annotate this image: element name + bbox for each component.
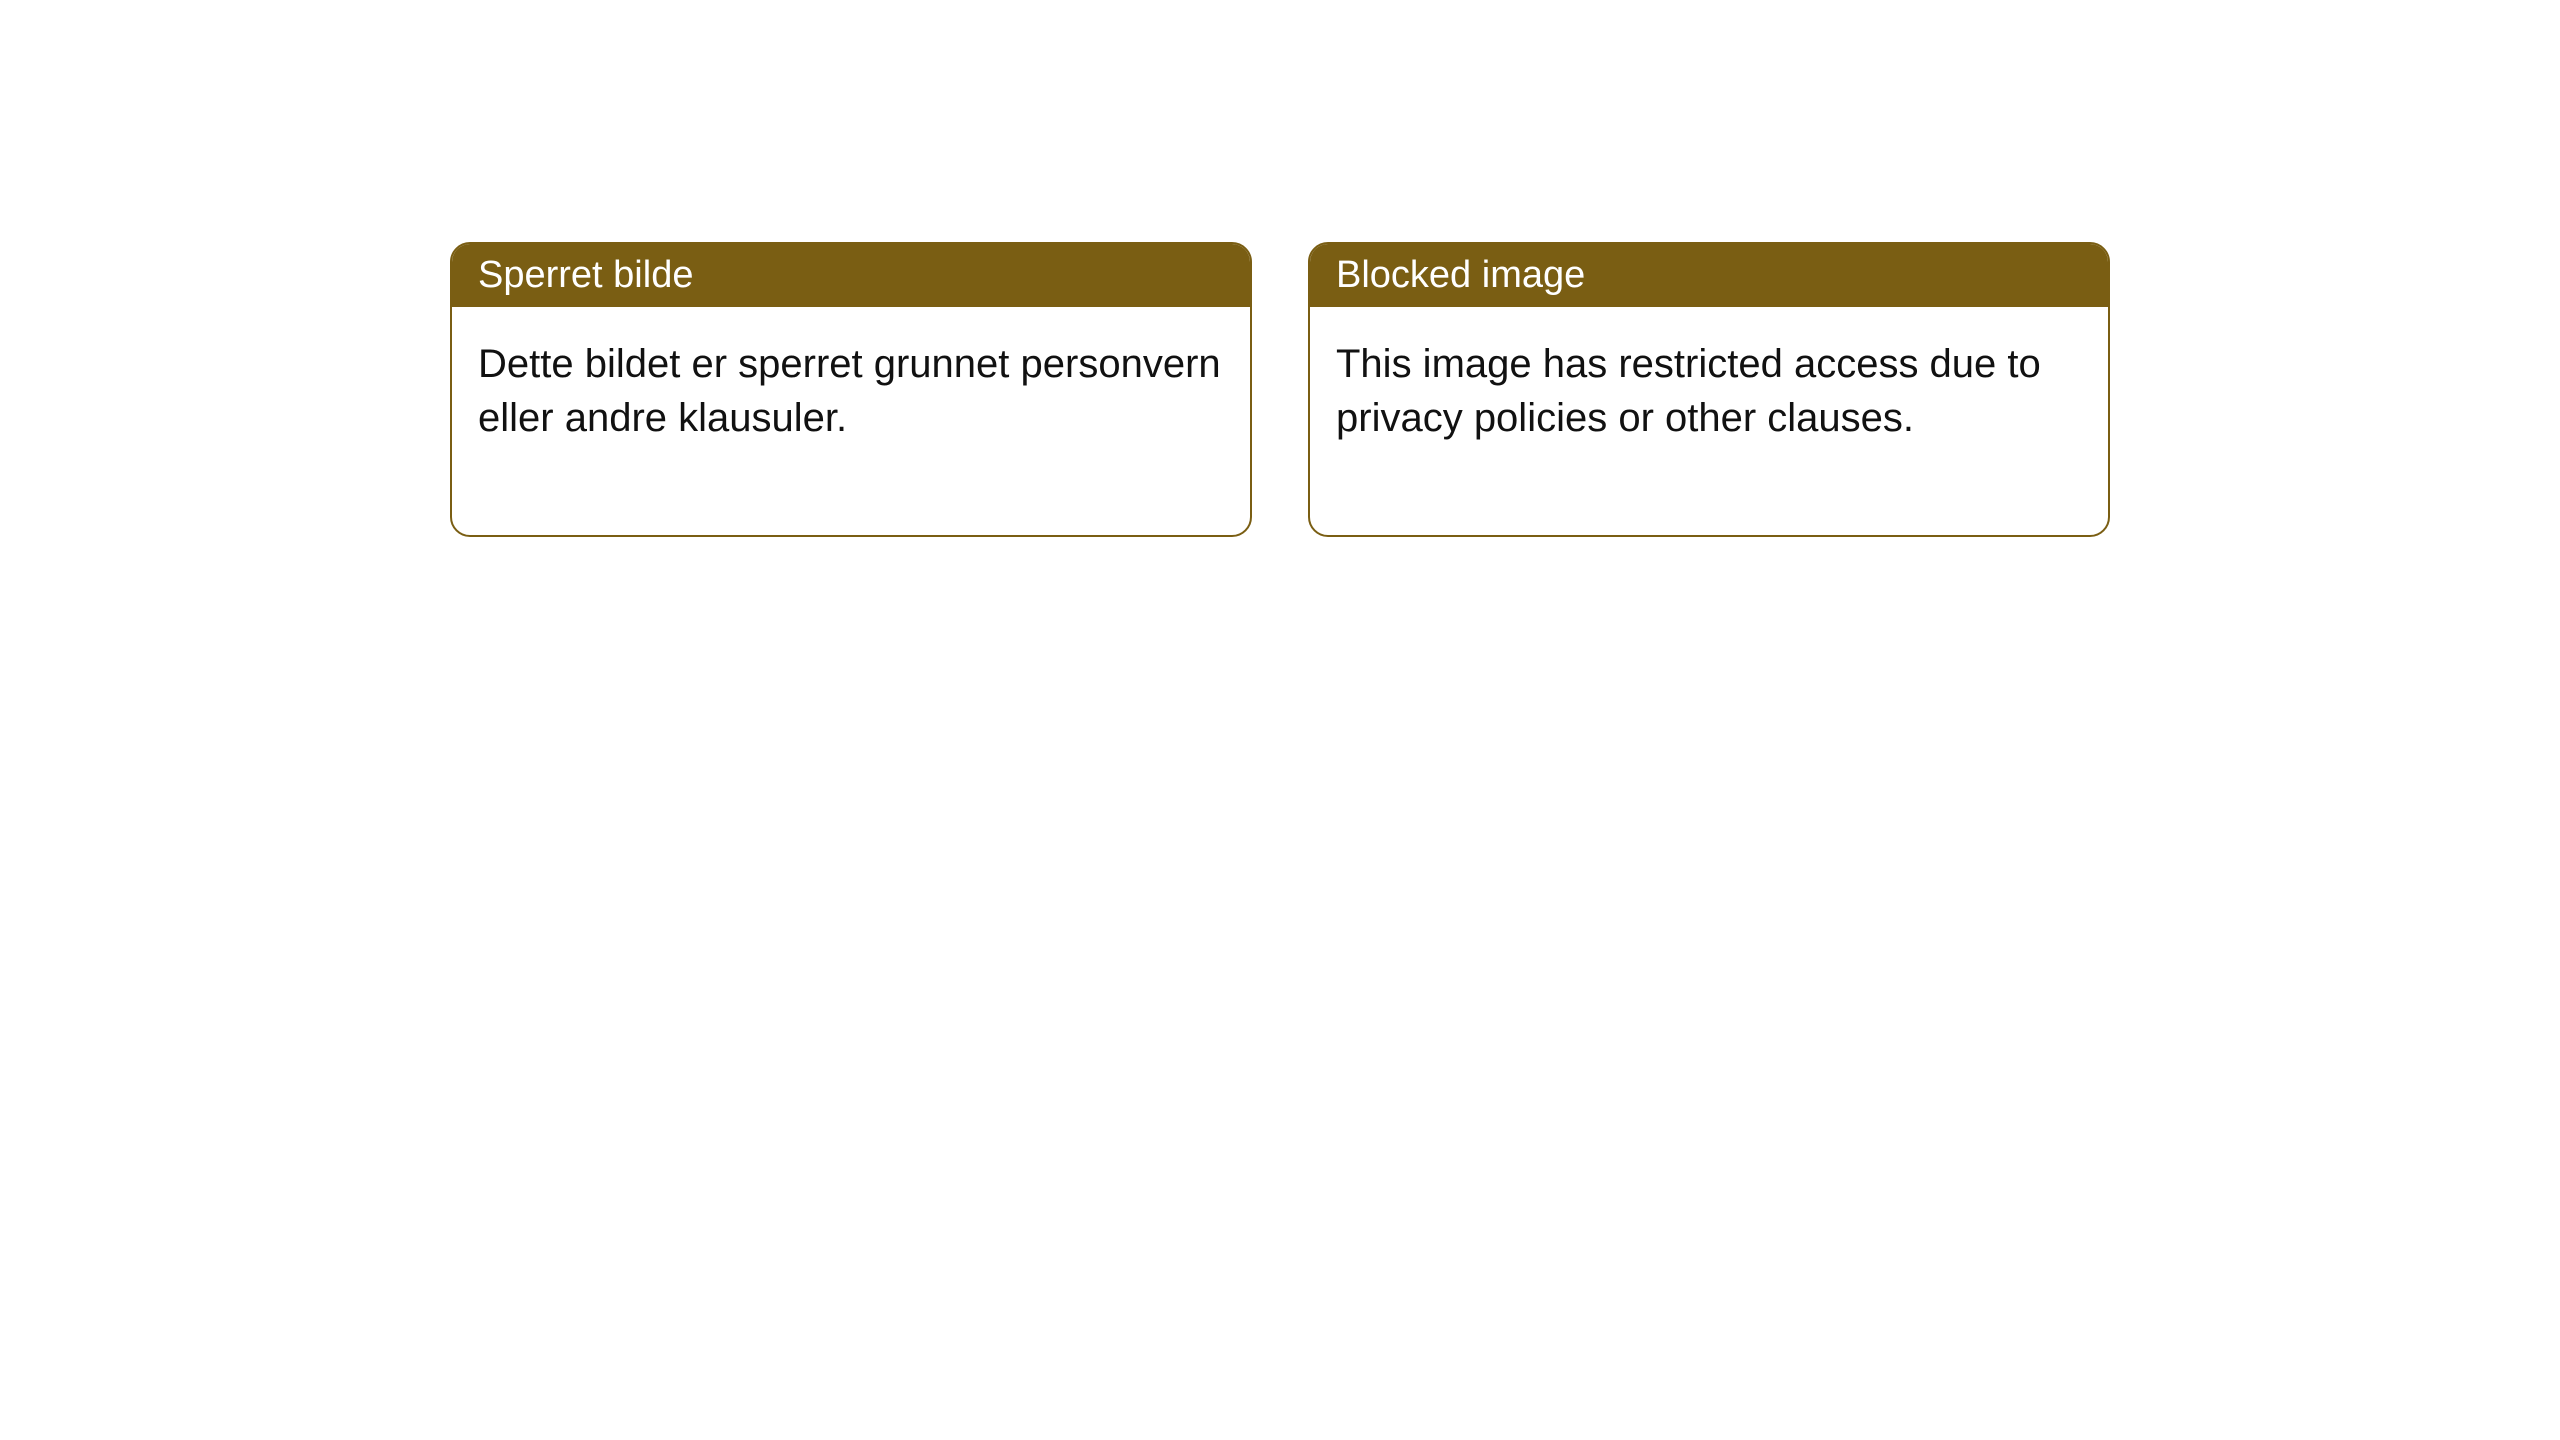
card-body-text: Dette bildet er sperret grunnet personve…	[478, 342, 1221, 440]
card-header: Blocked image	[1310, 244, 2108, 307]
card-body-text: This image has restricted access due to …	[1336, 342, 2041, 440]
notice-card-english: Blocked image This image has restricted …	[1308, 242, 2110, 537]
card-header: Sperret bilde	[452, 244, 1250, 307]
notice-cards-container: Sperret bilde Dette bildet er sperret gr…	[450, 242, 2110, 537]
card-title: Sperret bilde	[478, 254, 693, 296]
card-body: This image has restricted access due to …	[1310, 307, 2108, 535]
notice-card-norwegian: Sperret bilde Dette bildet er sperret gr…	[450, 242, 1252, 537]
card-body: Dette bildet er sperret grunnet personve…	[452, 307, 1250, 535]
card-title: Blocked image	[1336, 254, 1585, 296]
